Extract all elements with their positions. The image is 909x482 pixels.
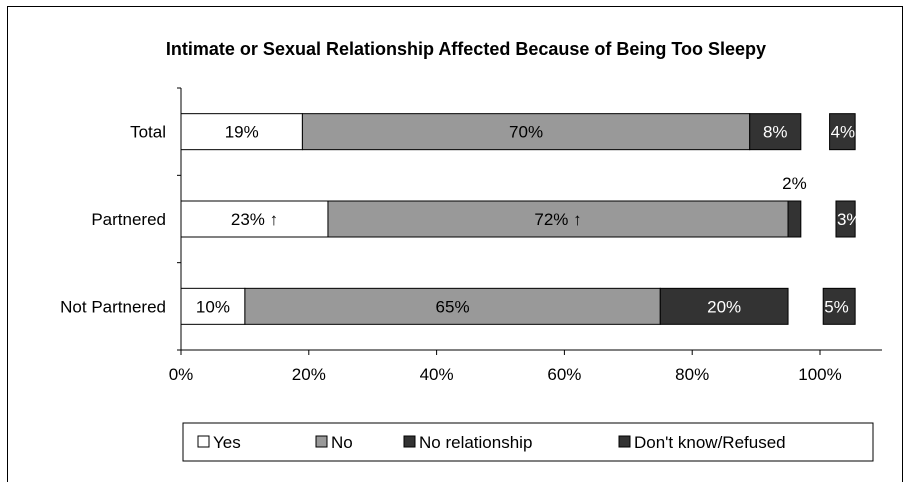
legend-label: No relationship xyxy=(419,433,532,452)
bars: 19% 70% 8% 4% 23% ↑ 72% ↑ 2% 3% 10% 65% 20% 5% xyxy=(180,113,862,325)
bar-segment xyxy=(180,200,329,238)
legend-swatch xyxy=(197,435,210,448)
x-tick-label: 60% xyxy=(547,365,581,384)
bar-segment xyxy=(829,113,856,151)
legend-label: No xyxy=(331,433,353,452)
bar-segment xyxy=(327,200,789,238)
category-label: Total xyxy=(130,123,166,142)
bar-segment xyxy=(659,287,789,325)
data-label: 2% xyxy=(782,174,807,193)
x-tick-label: 100% xyxy=(798,365,841,384)
legend-swatch xyxy=(315,435,328,448)
bar-segment xyxy=(787,200,802,238)
legend-label: Don't know/Refused xyxy=(634,433,786,452)
data-label: 10% xyxy=(196,297,230,316)
bar-segment xyxy=(749,113,802,151)
x-tick-label: 40% xyxy=(420,365,454,384)
data-label: 3% xyxy=(837,210,862,229)
chart-frame xyxy=(7,6,903,482)
data-label: 19% xyxy=(225,123,259,142)
bar-segment xyxy=(301,113,751,151)
bar-segment xyxy=(822,287,856,325)
data-label: 70% xyxy=(509,123,543,142)
bar-segment xyxy=(835,200,856,238)
legend-box xyxy=(182,422,874,462)
data-label: 20% xyxy=(707,297,741,316)
data-label: 23% ↑ xyxy=(231,210,278,229)
data-label: 5% xyxy=(824,297,849,316)
bar-segment xyxy=(180,287,246,325)
legend-swatch xyxy=(403,435,416,448)
data-label: 65% xyxy=(436,297,470,316)
data-label: 8% xyxy=(763,123,788,142)
legend-label: Yes xyxy=(213,433,241,452)
data-label: 72% ↑ xyxy=(534,210,581,229)
legend-swatch xyxy=(618,435,631,448)
x-tick-label: 0% xyxy=(169,365,194,384)
chart-title: Intimate or Sexual Relationship Affected… xyxy=(166,39,766,59)
category-label: Not Partnered xyxy=(60,297,166,316)
x-tick-label: 20% xyxy=(292,365,326,384)
legend: Yes No No relationship Don't know/Refused xyxy=(182,422,874,462)
data-label: 4% xyxy=(831,123,856,142)
bar-segment xyxy=(180,113,303,151)
x-tick-label: 80% xyxy=(675,365,709,384)
axes: 0% 20% 40% 60% 80% 100% Total Partnered Not Part… xyxy=(60,87,882,384)
category-label: Partnered xyxy=(91,210,166,229)
